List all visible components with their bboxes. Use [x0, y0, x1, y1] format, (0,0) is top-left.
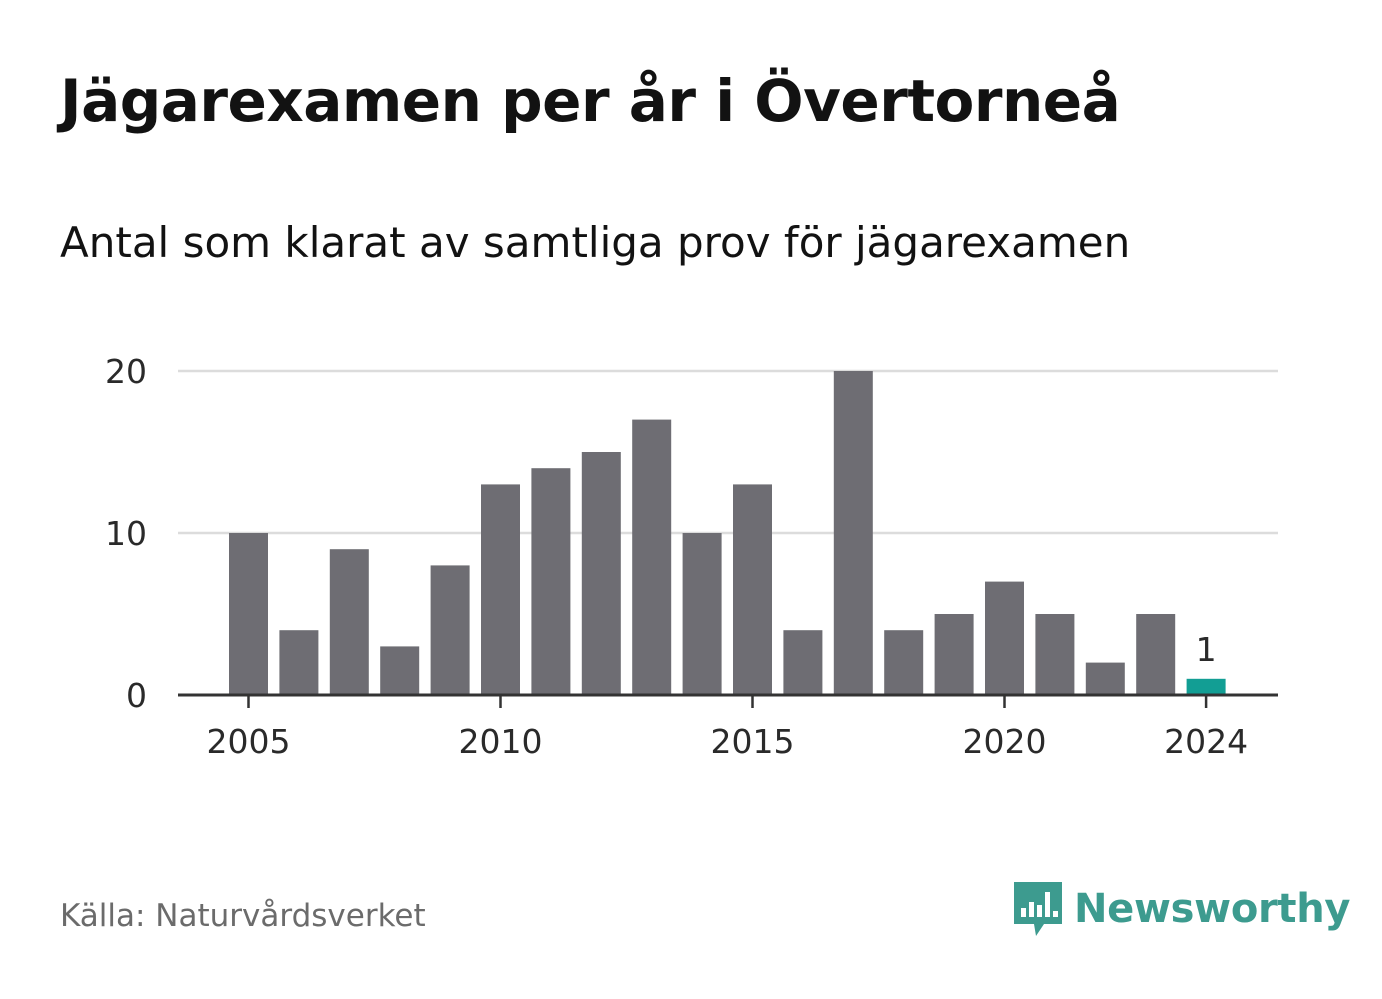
x-tick-label-2024: 2024	[1164, 722, 1248, 761]
y-axis-ticks: 0 10 20	[105, 352, 147, 715]
brand-logo: Newsworthy	[1010, 878, 1351, 940]
bar-2019	[934, 614, 974, 695]
x-tick-label-2010: 2010	[459, 722, 543, 761]
chart-title: Jägarexamen per år i Övertorneå	[60, 67, 1121, 135]
bar-2007	[329, 549, 369, 695]
bar-2022	[1085, 662, 1125, 695]
y-tick-label-0: 0	[126, 676, 147, 715]
bar-2018	[884, 630, 924, 695]
bar-2011	[531, 468, 571, 695]
bar-2023	[1136, 614, 1176, 695]
bar-2016	[783, 630, 823, 695]
bar-2006	[279, 630, 319, 695]
gridlines	[178, 369, 1278, 535]
x-tick-label-2015: 2015	[711, 722, 795, 761]
bar-2005	[229, 533, 268, 695]
source-note: Källa: Naturvårdsverket	[60, 898, 426, 934]
data-label-2024: 1	[1196, 630, 1217, 669]
brand-name: Newsworthy	[1074, 886, 1351, 932]
x-axis-ticks: 2005 2010 2015 2020 2024	[207, 695, 1248, 761]
y-tick-label-10: 10	[105, 514, 147, 553]
bar-2009	[430, 565, 470, 695]
y-tick-label-20: 20	[105, 352, 147, 391]
bar-2008	[380, 646, 420, 695]
bar-2017	[833, 371, 873, 695]
bar-2012	[581, 452, 621, 695]
x-tick-label-2020: 2020	[963, 722, 1047, 761]
newsworthy-logo-icon	[1014, 882, 1062, 936]
bars	[229, 371, 1226, 695]
chart-subtitle: Antal som klarat av samtliga prov för jä…	[60, 218, 1131, 267]
bar-2020	[985, 581, 1024, 695]
bar-2021	[1035, 614, 1075, 695]
bar-2013	[632, 419, 672, 695]
bar-2015	[733, 484, 772, 695]
bar-2024	[1186, 678, 1226, 695]
data-labels: 1	[1196, 630, 1217, 669]
bar-2014	[682, 533, 722, 695]
bar-chart: 0 10 20 2005 2010 2015 2020 2024 1	[105, 352, 1278, 761]
x-tick-label-2005: 2005	[207, 722, 291, 761]
bar-2010	[481, 484, 520, 695]
